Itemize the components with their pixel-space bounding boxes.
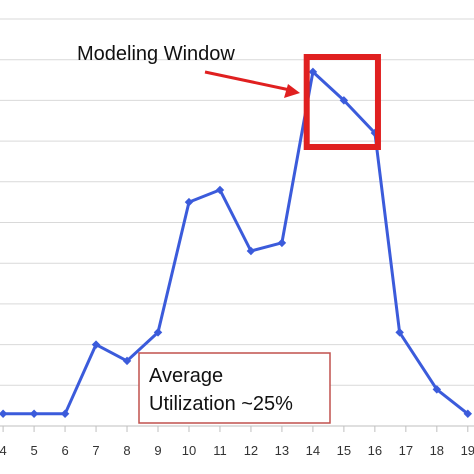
series-line-path bbox=[3, 70, 469, 416]
x-tick-label: 6 bbox=[61, 443, 68, 458]
x-tick-label: 13 bbox=[275, 443, 289, 458]
modeling-window-arrow bbox=[204, 70, 291, 92]
x-tick-label: 16 bbox=[368, 443, 382, 458]
x-tick-label: 18 bbox=[430, 443, 444, 458]
x-tick-label: 5 bbox=[30, 443, 37, 458]
series-line bbox=[0, 67, 473, 419]
modeling-window-arrowhead bbox=[284, 84, 300, 98]
x-tick-label: 8 bbox=[123, 443, 130, 458]
data-point bbox=[215, 185, 225, 195]
x-tick-label: 15 bbox=[337, 443, 351, 458]
x-tick-label: 7 bbox=[92, 443, 99, 458]
x-tick-labels: 4 5 6 7 8 9 10 11 12 13 14 15 16 17 18 19 bbox=[0, 426, 474, 458]
modeling-window-annotation: Modeling Window bbox=[77, 43, 381, 150]
x-tick-label: 17 bbox=[399, 443, 413, 458]
data-point bbox=[277, 238, 287, 248]
x-tick-label: 14 bbox=[306, 443, 320, 458]
utilization-label: Utilization ~25% bbox=[149, 393, 293, 415]
x-tick-label: 19 bbox=[461, 443, 474, 458]
data-point bbox=[153, 328, 163, 337]
data-point bbox=[122, 356, 132, 366]
data-point bbox=[432, 385, 442, 394]
x-tick-label: 9 bbox=[154, 443, 161, 458]
data-point bbox=[339, 96, 349, 105]
average-utilization-note: Average Utilization ~25% bbox=[138, 352, 331, 424]
data-point bbox=[0, 409, 8, 419]
average-label: Average bbox=[149, 365, 223, 387]
x-tick-label: 10 bbox=[182, 443, 196, 458]
data-point bbox=[308, 67, 318, 77]
average-utilization-box bbox=[138, 352, 331, 424]
data-point bbox=[91, 340, 101, 349]
x-tick-label: 12 bbox=[244, 443, 258, 458]
data-point bbox=[246, 246, 256, 256]
modeling-window-label: Modeling Window bbox=[77, 43, 235, 65]
x-tick-label: 11 bbox=[213, 443, 227, 458]
data-point bbox=[395, 328, 404, 337]
data-point bbox=[463, 409, 473, 419]
data-point bbox=[29, 409, 39, 419]
gridlines bbox=[0, 18, 474, 386]
data-point bbox=[60, 409, 70, 419]
x-tick-label: 4 bbox=[0, 443, 7, 458]
modeling-window-box bbox=[303, 54, 381, 150]
data-point bbox=[184, 197, 194, 207]
